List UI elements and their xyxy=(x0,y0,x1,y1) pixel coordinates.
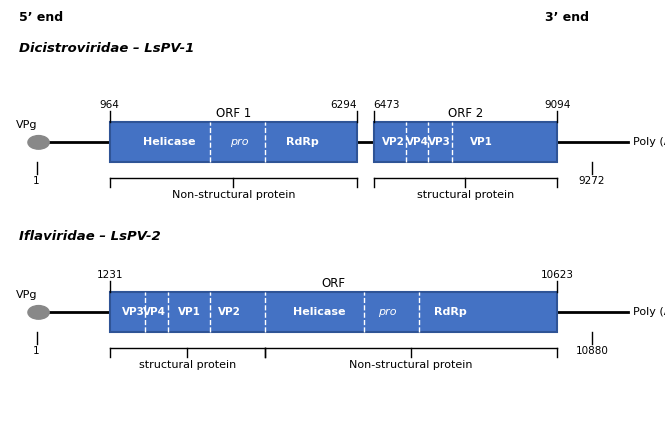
Text: 1: 1 xyxy=(33,346,40,356)
Text: 6294: 6294 xyxy=(331,99,357,110)
Text: VP3: VP3 xyxy=(428,137,450,147)
Text: 1: 1 xyxy=(33,176,40,186)
Text: pro: pro xyxy=(378,307,396,317)
Text: ORF 1: ORF 1 xyxy=(215,107,251,120)
Text: Helicase: Helicase xyxy=(293,307,345,317)
Text: Non-structural protein: Non-structural protein xyxy=(172,190,295,200)
Text: Non-structural protein: Non-structural protein xyxy=(349,360,473,370)
Text: VPg: VPg xyxy=(16,120,37,130)
Text: Helicase: Helicase xyxy=(144,137,196,147)
Text: VPg: VPg xyxy=(16,290,37,300)
Text: 10623: 10623 xyxy=(541,269,574,280)
FancyBboxPatch shape xyxy=(374,122,557,162)
Text: 9094: 9094 xyxy=(544,99,571,110)
Text: VP1: VP1 xyxy=(178,307,201,317)
Text: ORF: ORF xyxy=(322,277,346,290)
Text: 5’ end: 5’ end xyxy=(19,11,63,24)
Text: VP4: VP4 xyxy=(144,307,166,317)
Circle shape xyxy=(28,136,49,149)
Text: 1231: 1231 xyxy=(96,269,123,280)
Text: 3’ end: 3’ end xyxy=(545,11,589,24)
Text: ORF 2: ORF 2 xyxy=(448,107,483,120)
Text: VP4: VP4 xyxy=(406,137,428,147)
Text: structural protein: structural protein xyxy=(138,360,236,370)
Text: structural protein: structural protein xyxy=(417,190,514,200)
Text: Iflaviridae – LsPV-2: Iflaviridae – LsPV-2 xyxy=(19,230,160,243)
Text: VP2: VP2 xyxy=(382,137,405,147)
Text: Poly (A): Poly (A) xyxy=(633,307,665,317)
Text: RdRp: RdRp xyxy=(286,137,319,147)
Text: Dicistroviridae – LsPV-1: Dicistroviridae – LsPV-1 xyxy=(19,42,194,56)
Text: VP1: VP1 xyxy=(470,137,493,147)
Circle shape xyxy=(28,306,49,319)
FancyBboxPatch shape xyxy=(110,122,357,162)
Text: 6473: 6473 xyxy=(374,99,400,110)
Text: pro: pro xyxy=(230,137,249,147)
Text: VP3: VP3 xyxy=(122,307,144,317)
FancyBboxPatch shape xyxy=(110,292,557,332)
Text: RdRp: RdRp xyxy=(434,307,467,317)
Text: 9272: 9272 xyxy=(579,176,605,186)
Text: 964: 964 xyxy=(100,99,120,110)
Text: Poly (A): Poly (A) xyxy=(633,137,665,147)
Text: VP2: VP2 xyxy=(218,307,241,317)
Text: 10880: 10880 xyxy=(575,346,608,356)
